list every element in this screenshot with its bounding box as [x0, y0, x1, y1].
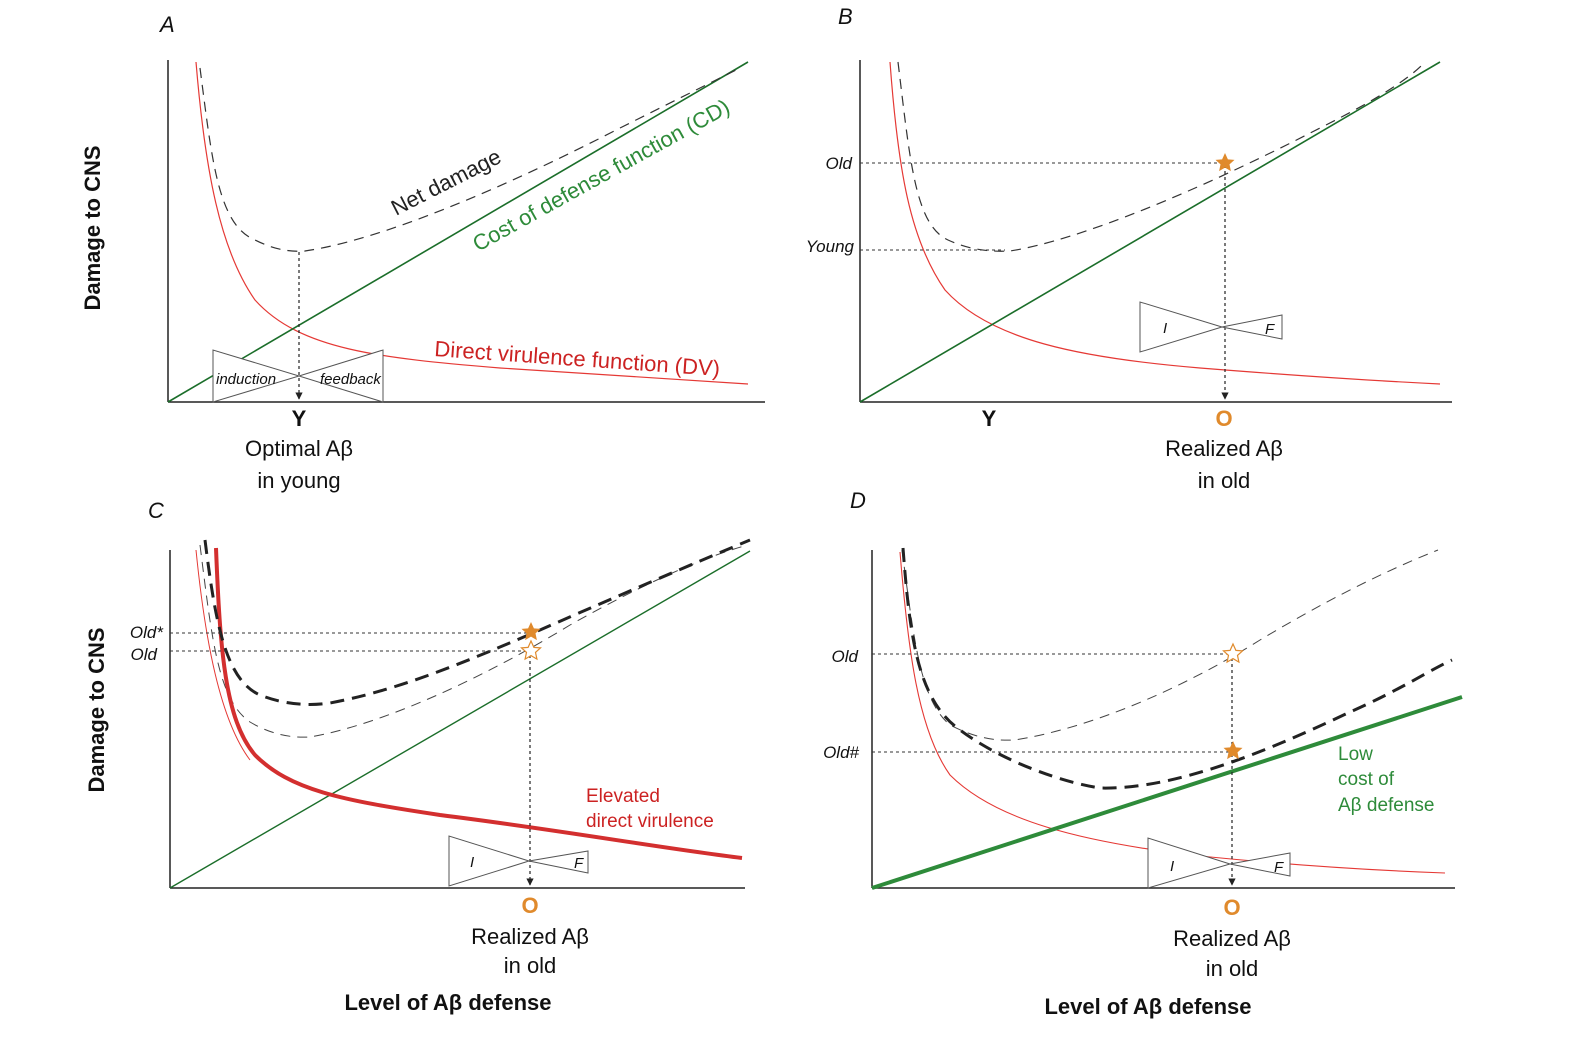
panel-b-letter: B [838, 4, 853, 29]
panel-b-x-tick-o: O [1215, 406, 1232, 431]
panel-d-old-star-outline-icon [1222, 643, 1244, 663]
panel-d-caption-line2: in old [1206, 956, 1259, 981]
panel-d-valve-i: I [1170, 858, 1174, 875]
panel-d-caption-line1: Realized Aβ [1173, 926, 1291, 951]
panel-d-net-original-curve [901, 549, 1439, 741]
panel-a-valve: induction feedback [212, 349, 384, 403]
panel-c-elevated-dv-curve [214, 547, 743, 860]
panel-c-level-old: Old [131, 645, 158, 664]
panel-b-valve-f: F [1265, 321, 1275, 338]
panel-d-old-hash-star-icon [1223, 741, 1243, 760]
panel-c-letter: C [148, 498, 164, 523]
panel-d: D Old Old# I F Low cost of Aβ defense O … [823, 488, 1463, 1019]
panel-d-level-old-hash: Old# [823, 743, 859, 762]
panel-b-level-old: Old [826, 154, 853, 173]
panel-a-cd-label: Cost of defense function (CD) [468, 94, 734, 256]
panel-c-dv-original-curve [195, 549, 251, 761]
panel-d-dv-curve [899, 551, 1446, 874]
panel-b: B Old Young I F Y O Realized Aβ in old [806, 4, 1452, 493]
panel-c-elevated-net-curve [203, 538, 751, 706]
panel-a-x-tick-y: Y [292, 406, 307, 431]
panel-b-caption-line2: in old [1198, 468, 1251, 493]
panel-c-y-axis-label: Damage to CNS [84, 627, 109, 792]
panel-c-x-axis-label: Level of Aβ defense [344, 990, 551, 1015]
panel-c-caption-line1: Realized Aβ [471, 924, 589, 949]
panel-a-net-damage-curve [199, 67, 741, 252]
panel-c-valve: I F [448, 835, 589, 887]
panel-d-x-tick-o: O [1223, 895, 1240, 920]
panel-b-old-star-icon [1215, 153, 1235, 172]
panel-a-caption-line1: Optimal Aβ [245, 436, 353, 461]
panel-c-elevated-label-line1: Elevated [586, 786, 660, 807]
panel-d-x-axis-label: Level of Aβ defense [1044, 994, 1251, 1019]
panel-d-new-net-curve [901, 547, 1453, 790]
panel-c-x-tick-o: O [521, 893, 538, 918]
panel-c: C Damage to CNS Old* Old I F Elevated di… [84, 498, 751, 1015]
panel-d-valve: I F [1147, 837, 1291, 889]
panel-c-caption-line2: in old [504, 953, 557, 978]
panel-a-net-damage-label: Net damage [387, 144, 505, 221]
panel-b-level-young: Young [806, 237, 855, 256]
panel-d-low-cost-line [871, 695, 1463, 890]
panel-d-low-cost-label-line1: Low [1338, 744, 1373, 765]
panel-c-level-old-star: Old* [130, 623, 164, 642]
panel-a: A Damage to CNS induction feedback Net d… [80, 12, 765, 493]
panel-d-valve-f: F [1274, 859, 1284, 876]
panel-a-cd-line [167, 61, 749, 403]
panel-a-dv-curve [195, 61, 749, 385]
panel-b-caption-line1: Realized Aβ [1165, 436, 1283, 461]
panel-b-dv-curve [889, 61, 1441, 385]
panel-a-induction-label: induction [216, 371, 276, 388]
panel-b-net-damage-curve [897, 61, 1426, 252]
panel-c-valve-f: F [574, 855, 584, 872]
panel-a-feedback-label: feedback [320, 371, 382, 388]
panel-d-level-old: Old [832, 647, 859, 666]
panel-b-cd-line [859, 61, 1441, 403]
panel-c-valve-i: I [470, 854, 474, 871]
panel-d-low-cost-label-line2: cost of [1338, 769, 1395, 790]
panel-a-dv-label: Direct virulence function (DV) [434, 336, 721, 381]
panel-a-letter: A [158, 12, 175, 37]
panel-b-x-tick-y: Y [982, 406, 997, 431]
panel-d-letter: D [850, 488, 866, 513]
panel-c-net-original-curve [199, 544, 749, 738]
panel-b-valve: I F [1139, 301, 1283, 353]
panel-c-elevated-label-line2: direct virulence [586, 811, 714, 832]
panel-b-valve-i: I [1163, 320, 1167, 337]
panel-a-y-axis-label: Damage to CNS [80, 145, 105, 310]
panel-d-low-cost-label-line3: Aβ defense [1338, 795, 1435, 816]
panel-a-caption-line2: in young [257, 468, 340, 493]
panel-c-cd-line [169, 550, 751, 889]
